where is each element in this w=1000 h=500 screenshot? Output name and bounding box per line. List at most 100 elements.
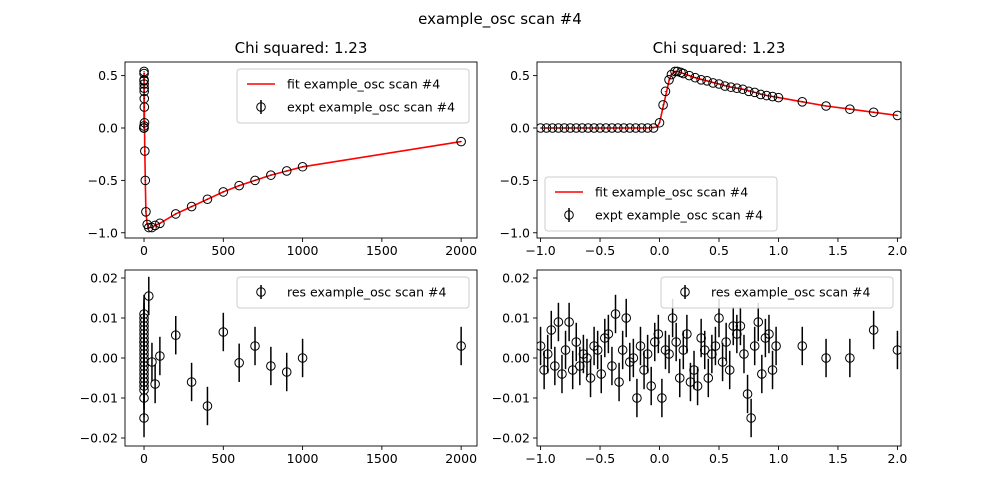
data-point bbox=[721, 337, 731, 347]
data-point bbox=[845, 353, 855, 363]
data-point bbox=[714, 313, 724, 323]
data-point bbox=[186, 377, 197, 387]
data-point bbox=[664, 349, 674, 359]
data-point bbox=[139, 377, 149, 387]
x-tick-label: 0.5 bbox=[709, 243, 729, 258]
data-point bbox=[743, 86, 754, 97]
x-tick-label: 500 bbox=[211, 243, 235, 258]
data-point bbox=[761, 90, 772, 101]
data-point bbox=[170, 330, 181, 341]
y-tick-label: −0.5 bbox=[88, 173, 118, 188]
legend: res example_osc scan #4 bbox=[236, 276, 470, 309]
data-point bbox=[654, 117, 665, 128]
y-tick-label: −1.0 bbox=[500, 225, 530, 240]
data-point bbox=[692, 381, 703, 391]
data-point bbox=[139, 102, 150, 112]
data-point bbox=[234, 180, 244, 191]
data-point bbox=[684, 70, 695, 81]
data-point bbox=[553, 317, 564, 327]
data-point bbox=[749, 87, 760, 98]
legend-label: res example_osc scan #4 bbox=[287, 285, 447, 300]
data-point bbox=[571, 123, 582, 133]
data-point bbox=[653, 329, 664, 339]
data-point bbox=[560, 345, 571, 355]
data-point bbox=[658, 100, 668, 110]
data-point bbox=[603, 329, 614, 339]
data-point bbox=[155, 218, 165, 229]
legend-label: fit example_osc scan #4 bbox=[287, 77, 440, 92]
data-point bbox=[577, 123, 588, 133]
legend-box bbox=[236, 68, 470, 124]
data-point bbox=[767, 91, 778, 102]
data-point bbox=[537, 341, 546, 351]
x-tick-label: 0 bbox=[140, 243, 148, 258]
data-point bbox=[567, 365, 578, 375]
panel-bottom-left: 0 500 1000 1500 2000 −0.02 −0.01 0.00 0.01 0.02 re… bbox=[80, 269, 478, 466]
x-tick-label: 2000 bbox=[445, 451, 477, 466]
data-point bbox=[143, 222, 154, 233]
data-point bbox=[671, 337, 681, 347]
data-point bbox=[456, 136, 466, 147]
x-tick-label: −0.5 bbox=[585, 243, 615, 258]
x-tick-label: 1.0 bbox=[769, 451, 789, 466]
x-tick-label: −0.5 bbox=[585, 451, 615, 466]
data-point bbox=[141, 207, 151, 217]
data-point bbox=[773, 92, 784, 103]
y-tick-label: 0.01 bbox=[502, 311, 530, 326]
data-point bbox=[720, 81, 730, 91]
figure-title: example_osc scan #4 bbox=[418, 10, 582, 29]
data-point bbox=[456, 341, 466, 351]
x-tick-label: 0.0 bbox=[650, 451, 670, 466]
x-tick-label: 1.5 bbox=[828, 243, 848, 258]
legend-label: res example_osc scan #4 bbox=[711, 285, 871, 300]
data-point bbox=[610, 309, 621, 319]
data-point bbox=[607, 123, 617, 133]
data-point bbox=[767, 365, 778, 375]
data-point bbox=[821, 353, 831, 363]
y-tick-label: −0.02 bbox=[492, 431, 530, 446]
legend-box bbox=[236, 276, 470, 309]
data-point bbox=[550, 361, 560, 371]
data-point bbox=[710, 341, 721, 351]
data-point bbox=[147, 222, 157, 233]
legend-marker-swatch bbox=[256, 102, 266, 112]
x-tick-label: 1000 bbox=[287, 451, 319, 466]
data-point bbox=[601, 123, 611, 133]
data-point bbox=[892, 345, 901, 355]
x-tick-label: 2.0 bbox=[887, 243, 907, 258]
data-point bbox=[708, 78, 718, 88]
panel-bottom-right: −1.0 −0.5 0.0 0.5 1.0 1.5 2.0 −0.02 −0.01 0.00 0.0… bbox=[492, 269, 907, 466]
data-point bbox=[630, 123, 641, 133]
panel-top-left: 0 500 1000 1500 2000 −1.0 −0.5 0.0 0.5 Chi square… bbox=[88, 39, 478, 258]
y-tick-label: 0.01 bbox=[90, 311, 118, 326]
data-point bbox=[628, 353, 639, 363]
data-point bbox=[150, 220, 160, 231]
data-point bbox=[749, 341, 760, 351]
data-point bbox=[672, 66, 683, 77]
data-point bbox=[297, 161, 308, 172]
data-point bbox=[635, 341, 646, 351]
axes-frame bbox=[536, 269, 902, 447]
x-tick-label: 0 bbox=[140, 451, 148, 466]
x-tick-label: −1.0 bbox=[525, 243, 555, 258]
data-point bbox=[771, 341, 781, 351]
data-point bbox=[632, 393, 642, 403]
plot-area bbox=[537, 294, 901, 438]
data-point bbox=[868, 107, 879, 118]
data-point bbox=[735, 321, 746, 331]
data-point bbox=[139, 121, 149, 131]
data-point bbox=[186, 201, 197, 212]
data-point bbox=[583, 123, 593, 133]
x-tick-label: 1.5 bbox=[828, 451, 848, 466]
data-point bbox=[621, 313, 632, 323]
x-tick-label: 1000 bbox=[287, 243, 319, 258]
data-point bbox=[595, 123, 605, 133]
data-point bbox=[636, 123, 647, 133]
axes-title: Chi squared: 1.23 bbox=[653, 39, 786, 57]
x-tick-label: 500 bbox=[211, 451, 235, 466]
data-point bbox=[139, 86, 149, 97]
data-point bbox=[140, 146, 150, 156]
y-tick-label: 0.02 bbox=[502, 271, 530, 286]
x-tick-label: 1500 bbox=[366, 243, 398, 258]
data-point bbox=[613, 123, 623, 133]
